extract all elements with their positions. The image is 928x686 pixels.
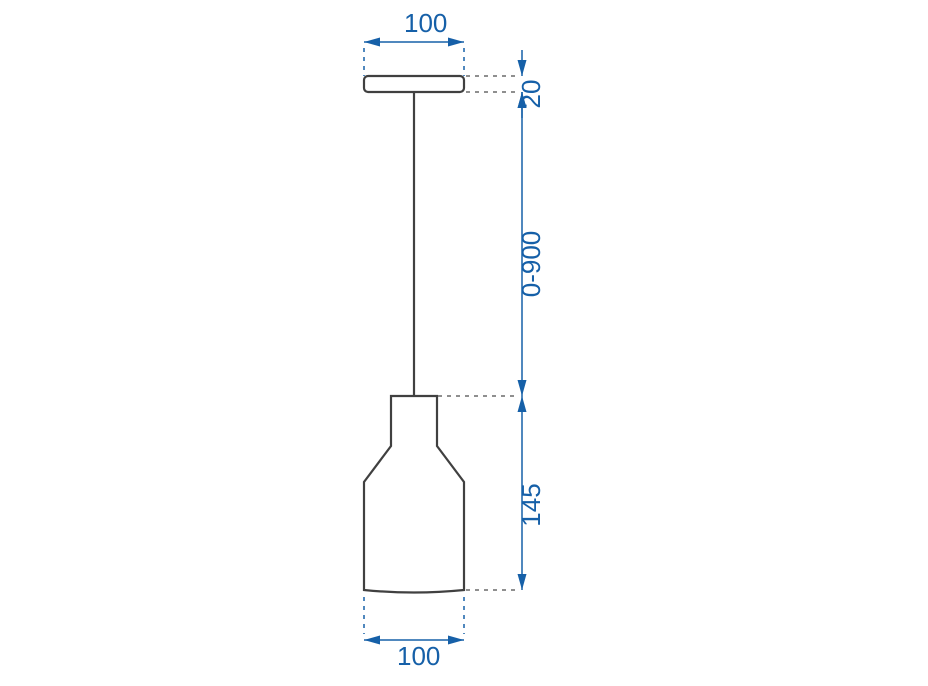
diagram-stage: 100100200-900145 bbox=[0, 0, 928, 686]
dimension-label: 0-900 bbox=[516, 231, 546, 298]
dimension-label: 145 bbox=[516, 483, 546, 526]
arrowhead bbox=[364, 636, 380, 645]
canopy-outline bbox=[364, 76, 464, 92]
arrowhead bbox=[518, 380, 527, 396]
arrowhead bbox=[364, 38, 380, 47]
arrowhead bbox=[448, 636, 464, 645]
dimension-label: 100 bbox=[397, 641, 440, 671]
dimension-drawing: 100100200-900145 bbox=[0, 0, 928, 686]
arrowhead bbox=[518, 60, 527, 76]
shade-outline bbox=[364, 396, 464, 593]
arrowhead bbox=[448, 38, 464, 47]
dimension-label: 100 bbox=[404, 8, 447, 38]
arrowhead bbox=[518, 396, 527, 412]
arrowhead bbox=[518, 574, 527, 590]
